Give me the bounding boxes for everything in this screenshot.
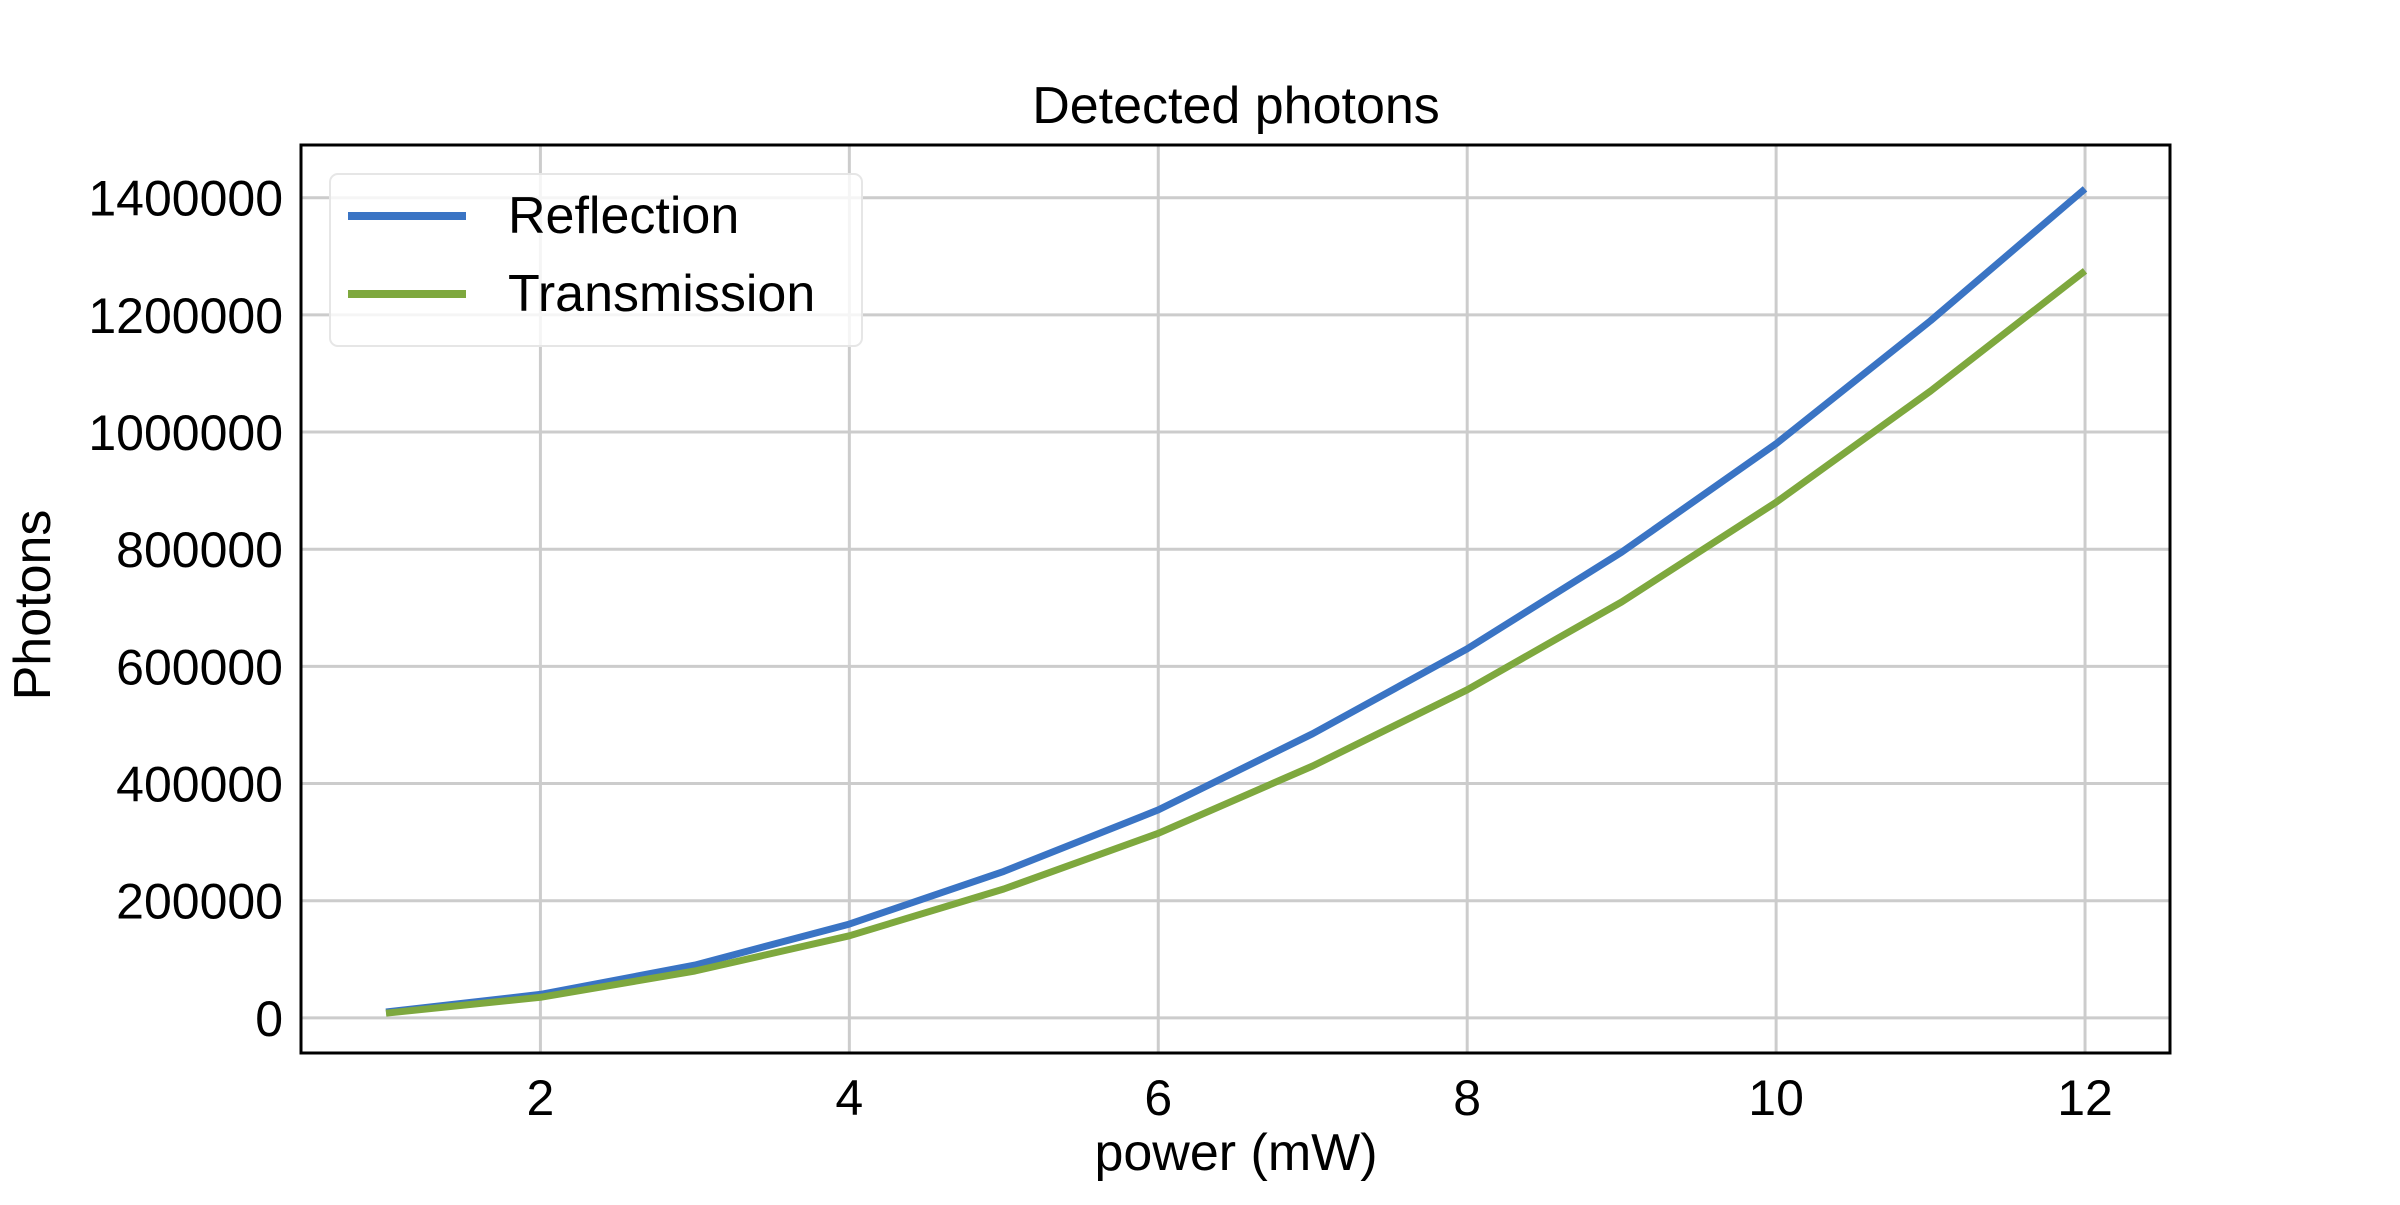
y-tick-label: 1400000: [88, 171, 283, 227]
legend-label-reflection: Reflection: [508, 187, 739, 245]
x-tick-label: 6: [1144, 1070, 1172, 1126]
legend-label-transmission: Transmission: [508, 265, 815, 323]
x-tick-label: 10: [1748, 1070, 1804, 1126]
series-lines: [385, 186, 2088, 1017]
y-tick-label: 1200000: [88, 288, 283, 344]
y-tick-label: 0: [255, 991, 283, 1047]
y-axis-label: Photons: [4, 510, 62, 701]
y-tick-label: 600000: [116, 639, 283, 695]
x-tick-label: 8: [1453, 1070, 1481, 1126]
plot-frame: [299, 143, 2172, 1055]
y-tick-label: 1000000: [88, 405, 283, 461]
series-line-reflection: [385, 186, 2088, 1016]
y-tick-label: 400000: [116, 757, 283, 813]
chart-title: Detected photons: [1032, 77, 1440, 135]
x-tick-label: 12: [2057, 1070, 2113, 1126]
y-tick-label: 800000: [116, 522, 283, 578]
y-tick-labels: 0 200000 400000 600000 800000 1000000 1200000 1…: [88, 171, 283, 1047]
x-axis-label: power (mW): [1094, 1124, 1377, 1182]
y-tick-label: 200000: [116, 874, 283, 930]
x-tick-labels: 2 4 6 8 10 12: [527, 1070, 2113, 1126]
x-tick-label: 4: [835, 1070, 863, 1126]
grid-lines: [301, 145, 2170, 1053]
series-line-transmission: [385, 268, 2088, 1017]
legend: Reflection Transmission: [329, 173, 863, 347]
x-tick-label: 2: [527, 1070, 555, 1126]
